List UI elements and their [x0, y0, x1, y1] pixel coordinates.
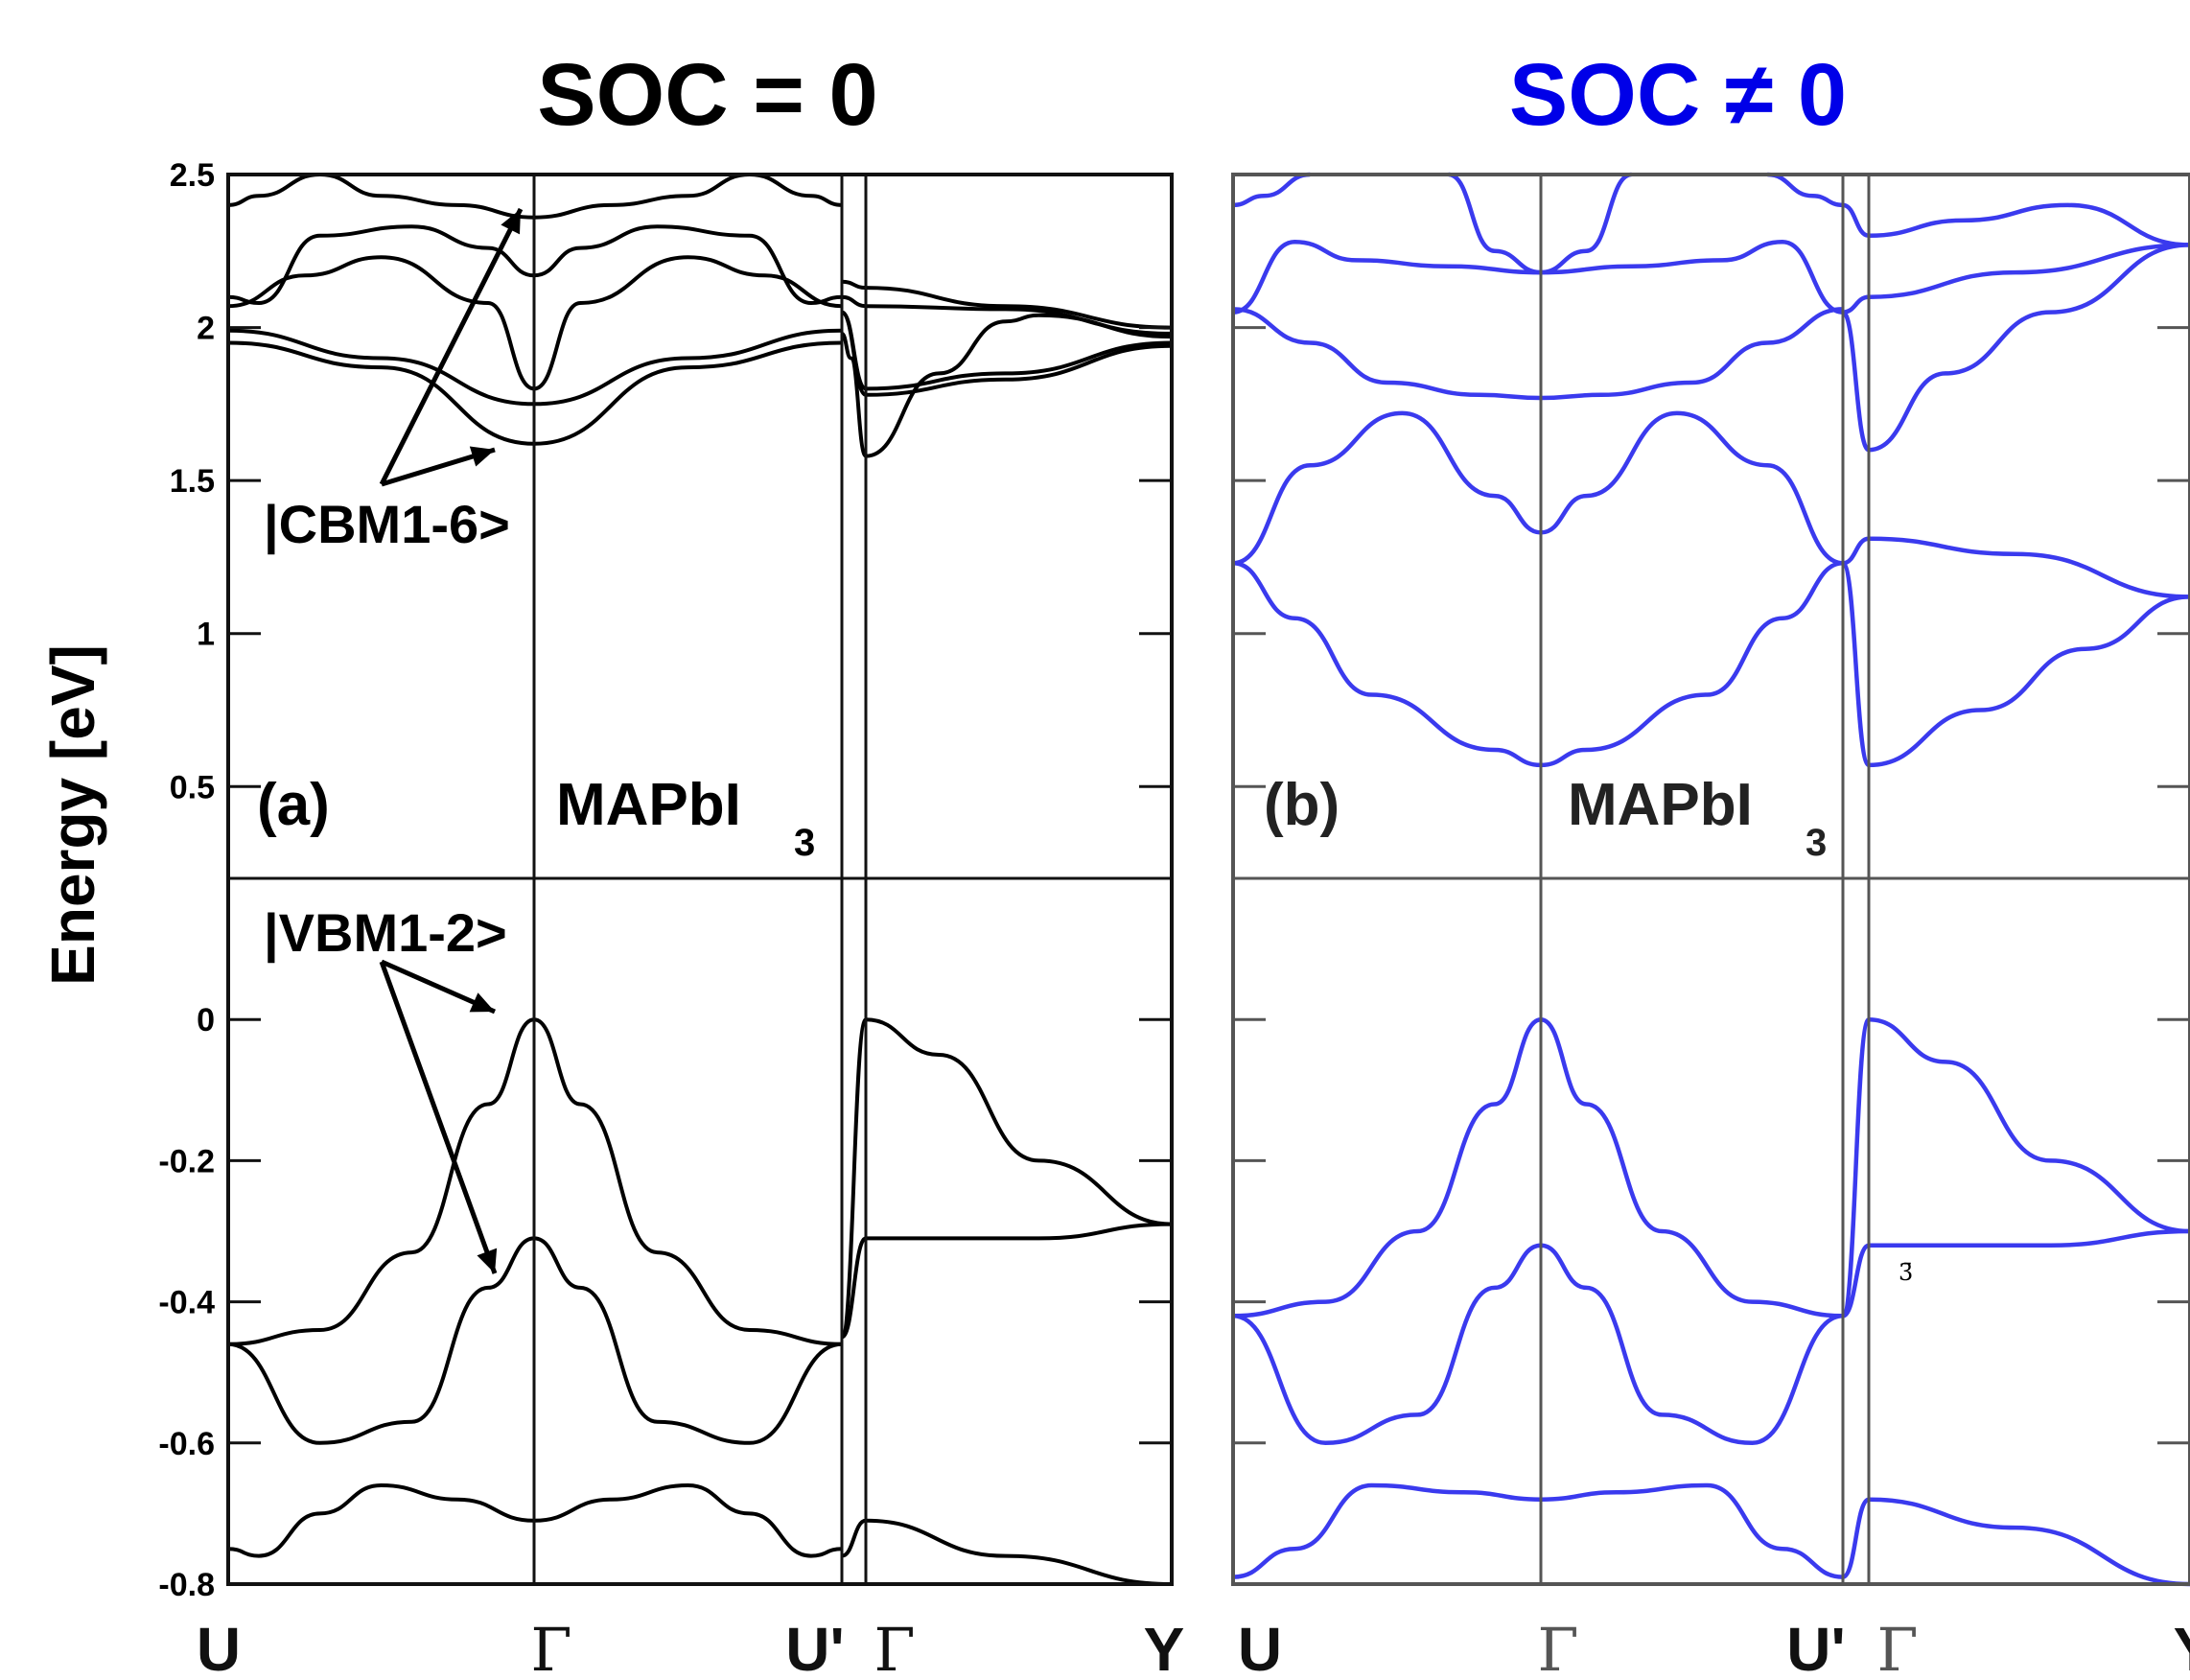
panel-b: U Γ U' Γ Y — [1231, 172, 2190, 1680]
band-line-17 — [1841, 1497, 2190, 1587]
panel-b-title: SOC ≠ 0 — [1509, 46, 1847, 144]
y-tick-label: 0 — [197, 1002, 215, 1038]
band-line-12 — [1232, 1016, 1844, 1318]
band-line-4 — [1232, 172, 1311, 208]
k-point-label: U — [1238, 1615, 1282, 1680]
y-tick-label: -0.6 — [158, 1426, 215, 1462]
k-point-label: Γ — [874, 1615, 915, 1680]
band-line-8 — [841, 294, 1173, 336]
band-line-9 — [1840, 243, 2190, 453]
band-line-5 — [840, 313, 1173, 458]
vbm-arrow-upper-head — [469, 992, 495, 1013]
band-line-7 — [1842, 536, 2190, 599]
band-line-13 — [840, 1017, 1173, 1340]
band-line-10 — [1842, 243, 2190, 315]
vbm-annotation: |VBM1-2> — [264, 902, 507, 964]
band-line-0 — [1232, 561, 1844, 768]
y-axis-label: Energy [eV] — [38, 644, 107, 986]
panel-a-compound: MAPbI — [556, 772, 741, 838]
k-point-label: U' — [785, 1615, 844, 1680]
k-point-label: U' — [1786, 1615, 1845, 1680]
k-point-label: Γ — [530, 1615, 571, 1680]
band-line-16 — [1842, 1228, 2190, 1318]
band-line-7 — [840, 310, 1173, 397]
band-line-14 — [840, 1222, 1173, 1340]
band-line-11 — [1842, 202, 2190, 247]
vbm-arrow-lower — [379, 961, 498, 1274]
band-line-5 — [1767, 172, 1844, 208]
cbm-arrow-upper-head — [501, 209, 521, 235]
band-line-1 — [1232, 410, 1844, 566]
y-tick-label: 2.5 — [170, 157, 215, 194]
y-tick-label: -0.4 — [158, 1285, 215, 1321]
cbm-arrow-lower-head — [469, 446, 495, 467]
k-point-label: Y — [2174, 1615, 2190, 1680]
y-tick-label: 1.5 — [170, 463, 215, 500]
band-line-15 — [841, 1518, 1173, 1586]
band-line-9 — [841, 279, 1173, 330]
panel-b-compound: MAPbI — [1568, 772, 1753, 838]
stray-mark: 3̄ — [1899, 1259, 1913, 1286]
y-tick-label: 2 — [197, 311, 215, 347]
band-line-14 — [1232, 1482, 1844, 1579]
panel-b-compound-subscript: 3 — [1806, 822, 1827, 864]
panel-a-title: SOC = 0 — [537, 46, 877, 144]
panel-a-compound-subscript: 3 — [794, 822, 815, 864]
vbm-arrow-lower-head — [477, 1248, 498, 1273]
y-tick-label: 1 — [197, 617, 215, 653]
band-line-13 — [1232, 1243, 1844, 1446]
panel-b-label: (b) — [1264, 772, 1340, 838]
band-line-15 — [1840, 1016, 2190, 1318]
y-tick-label: -0.2 — [158, 1143, 215, 1179]
k-point-label: Γ — [1537, 1615, 1578, 1680]
k-point-label: Γ — [1876, 1615, 1918, 1680]
k-point-label: U — [197, 1615, 241, 1680]
band-line-8 — [1840, 561, 2190, 768]
band-line-2 — [1232, 307, 1844, 401]
band-line-3 — [1232, 239, 1844, 315]
y-tick-label: -0.8 — [158, 1567, 215, 1603]
cbm-annotation: |CBM1-6> — [264, 494, 510, 555]
y-tick-label: 0.5 — [170, 769, 215, 805]
panel-a: 2.5 2 1.5 1 0.5 0 -0.2 -0.4 -0.6 -0.8 U Γ U' Γ Y — [158, 157, 1184, 1680]
panel-a-label: (a) — [257, 772, 330, 838]
cbm-arrow-upper — [379, 207, 524, 486]
k-point-label: Y — [1144, 1615, 1185, 1680]
